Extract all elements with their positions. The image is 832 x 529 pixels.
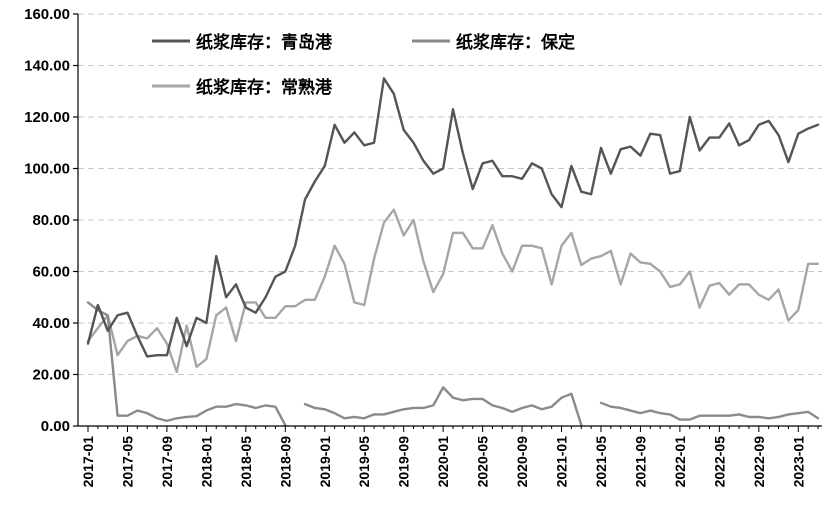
x-tick-label: 2017-01 [80, 436, 96, 488]
y-tick-label: 40.00 [32, 315, 70, 332]
x-tick-label: 2021-05 [593, 436, 609, 488]
y-axis-ticks: 0.00 20.00 40.00 60.00 80.00 100.00 120.00 140.… [24, 6, 78, 435]
x-tick-label: 2018-05 [238, 436, 254, 488]
y-tick-label: 100.00 [24, 161, 70, 178]
series-lines [86, 77, 820, 427]
series-line-baoding [86, 301, 820, 427]
gridlines [78, 13, 822, 375]
axes [77, 14, 822, 427]
x-tick-label: 2022-09 [751, 436, 767, 488]
x-tick-label: 2023-01 [790, 436, 806, 488]
y-tick-label: 120.00 [24, 109, 70, 126]
legend-item-baoding: 纸浆库存：保定 [412, 32, 575, 53]
x-tick-label: 2018-09 [277, 436, 293, 488]
y-tick-label: 140.00 [24, 58, 70, 75]
x-tick-label: 2017-05 [119, 436, 135, 488]
x-tick-label: 2019-01 [317, 436, 333, 488]
series-line-changshu [86, 208, 820, 374]
x-tick-label: 2017-09 [159, 436, 175, 488]
series-line-qingdao [86, 77, 820, 358]
x-tick-label: 2019-09 [396, 436, 412, 488]
legend-label-changshu: 纸浆库存：常熟港 [196, 77, 333, 98]
legend-label-baoding: 纸浆库存：保定 [456, 32, 575, 53]
x-axis-ticks: 2017-01 2017-05 2017-09 2018-01 2018-05 2018-… [80, 426, 819, 488]
legend-item-changshu: 纸浆库存：常熟港 [152, 77, 333, 98]
x-tick-label: 2022-01 [672, 436, 688, 488]
x-tick-label: 2022-05 [711, 436, 727, 488]
y-tick-label: 20.00 [32, 367, 70, 384]
y-tick-label: 160.00 [24, 6, 70, 23]
x-tick-label: 2019-05 [356, 436, 372, 488]
x-tick-label: 2020-09 [514, 436, 530, 488]
x-tick-label: 2020-01 [435, 436, 451, 488]
x-tick-label: 2020-05 [475, 436, 491, 488]
x-tick-label: 2021-09 [632, 436, 648, 488]
y-tick-label: 80.00 [32, 212, 70, 229]
legend-item-qingdao: 纸浆库存：青岛港 [152, 32, 333, 53]
x-tick-label: 2018-01 [198, 436, 214, 488]
y-tick-label: 60.00 [32, 264, 70, 281]
x-tick-label: 2021-01 [554, 436, 570, 488]
legend-label-qingdao: 纸浆库存：青岛港 [196, 32, 333, 53]
legend: 纸浆库存：青岛港 纸浆库存：保定 纸浆库存：常熟港 [152, 32, 575, 98]
y-tick-label: 0.00 [41, 418, 70, 435]
